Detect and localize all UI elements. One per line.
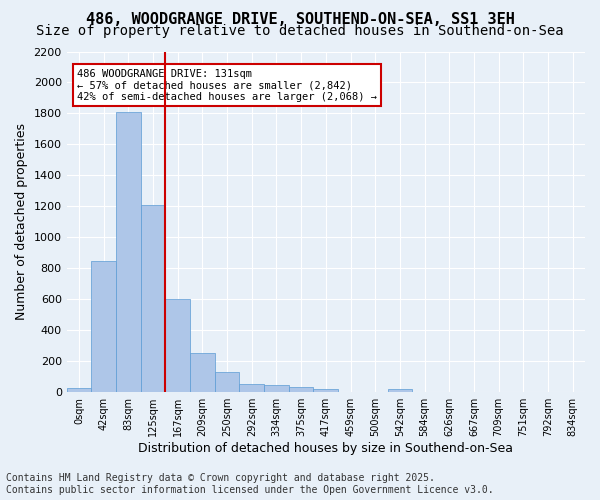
- Text: Size of property relative to detached houses in Southend-on-Sea: Size of property relative to detached ho…: [36, 24, 564, 38]
- Bar: [264, 385, 289, 392]
- Bar: [239, 384, 264, 392]
- Bar: [313, 389, 338, 392]
- Bar: [289, 387, 313, 392]
- Bar: [215, 372, 239, 392]
- X-axis label: Distribution of detached houses by size in Southend-on-Sea: Distribution of detached houses by size …: [139, 442, 514, 455]
- Y-axis label: Number of detached properties: Number of detached properties: [15, 124, 28, 320]
- Bar: [166, 300, 190, 392]
- Text: 486, WOODGRANGE DRIVE, SOUTHEND-ON-SEA, SS1 3EH: 486, WOODGRANGE DRIVE, SOUTHEND-ON-SEA, …: [86, 12, 514, 28]
- Text: Contains HM Land Registry data © Crown copyright and database right 2025.
Contai: Contains HM Land Registry data © Crown c…: [6, 474, 494, 495]
- Bar: [190, 352, 215, 392]
- Bar: [91, 262, 116, 392]
- Bar: [116, 112, 141, 392]
- Text: 486 WOODGRANGE DRIVE: 131sqm
← 57% of detached houses are smaller (2,842)
42% of: 486 WOODGRANGE DRIVE: 131sqm ← 57% of de…: [77, 68, 377, 102]
- Bar: [388, 389, 412, 392]
- Bar: [67, 388, 91, 392]
- Bar: [141, 205, 166, 392]
